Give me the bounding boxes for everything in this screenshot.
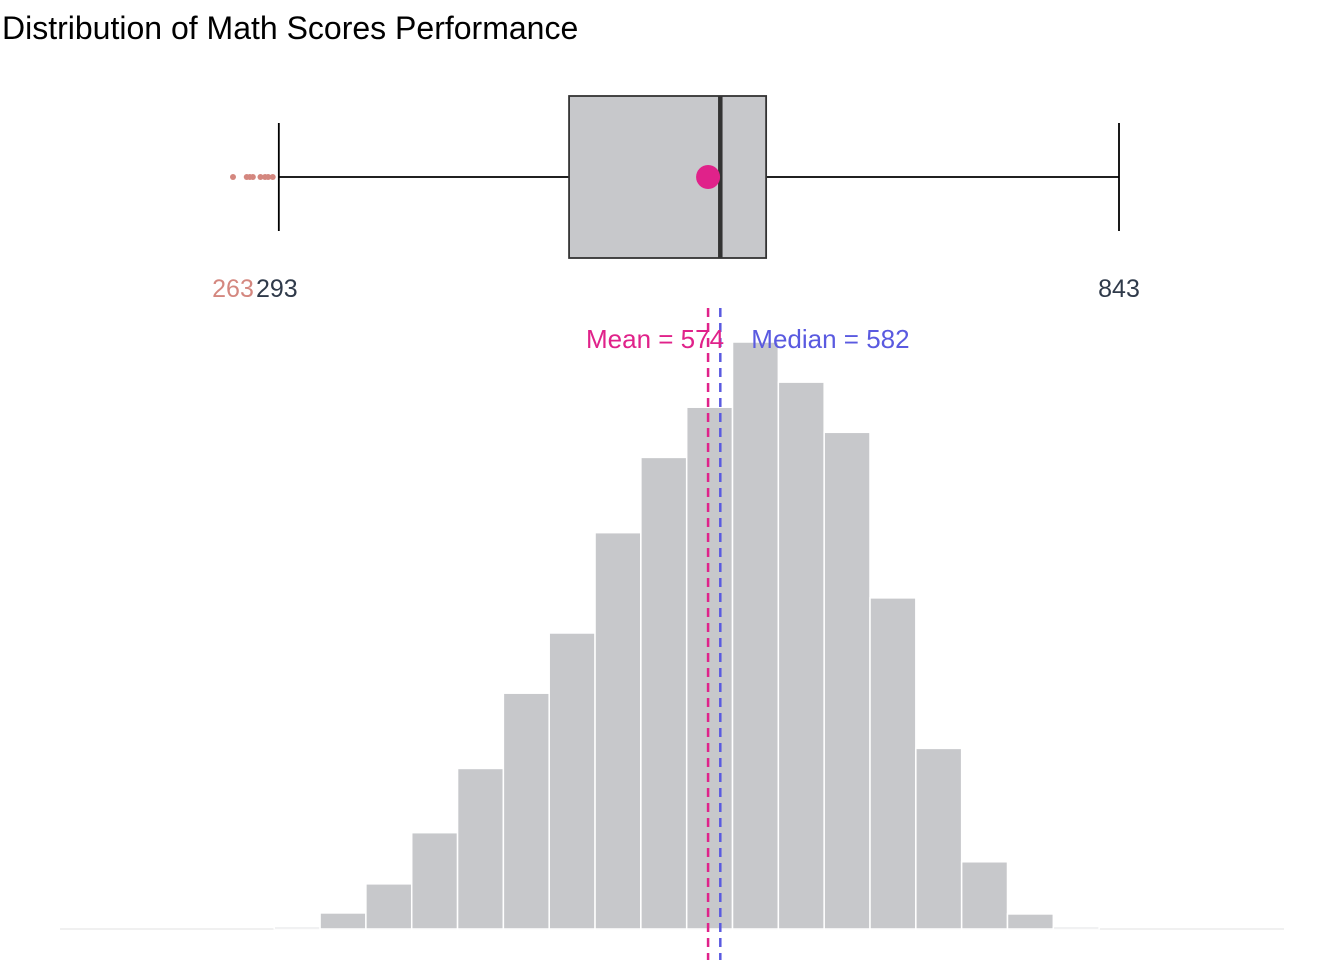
outlier-point-4: [257, 174, 264, 180]
histogram-bar-17: [1052, 926, 1100, 930]
outlier-point-3: [249, 174, 256, 180]
whisker-low-label: 293: [256, 275, 298, 303]
outlier-point-0: [230, 174, 236, 180]
chart-title: Distribution of Math Scores Performance: [2, 10, 579, 46]
whisker-high-label: 843: [1098, 275, 1140, 303]
histogram-bar-5: [502, 692, 550, 930]
histogram-bar-16: [1006, 913, 1055, 930]
histogram-bar-11: [777, 381, 825, 930]
histogram-bar-2: [365, 883, 413, 930]
histogram-bar-14: [915, 747, 963, 930]
histogram: [60, 341, 1284, 930]
histogram-bar-15: [960, 861, 1009, 930]
median-label: Median = 582: [751, 324, 909, 354]
reference-lines: [706, 308, 722, 960]
histogram-bar-12: [823, 431, 871, 930]
histogram-bar-13: [869, 597, 917, 930]
histogram-bar-1: [319, 912, 367, 930]
histogram-bar-6: [548, 632, 596, 930]
histogram-bar-9: [685, 406, 734, 930]
outlier-point-7: [269, 174, 276, 180]
outlier-label: 263: [212, 275, 254, 303]
outlier-point-6: [265, 174, 272, 180]
box-iqr: [568, 95, 768, 259]
mean-label: Mean = 574: [586, 324, 724, 354]
histogram-bar-10: [731, 341, 780, 930]
histogram-bar-3: [410, 831, 459, 930]
boxplot: [230, 95, 1120, 259]
labels: 263 293 843 Mean = 574 Median = 582: [212, 275, 1140, 354]
histogram-bar-7: [594, 531, 642, 930]
mean-point: [696, 165, 721, 189]
histogram-bar-4: [456, 767, 505, 930]
histogram-bar-8: [640, 456, 688, 930]
histogram-bar-0: [273, 926, 321, 930]
